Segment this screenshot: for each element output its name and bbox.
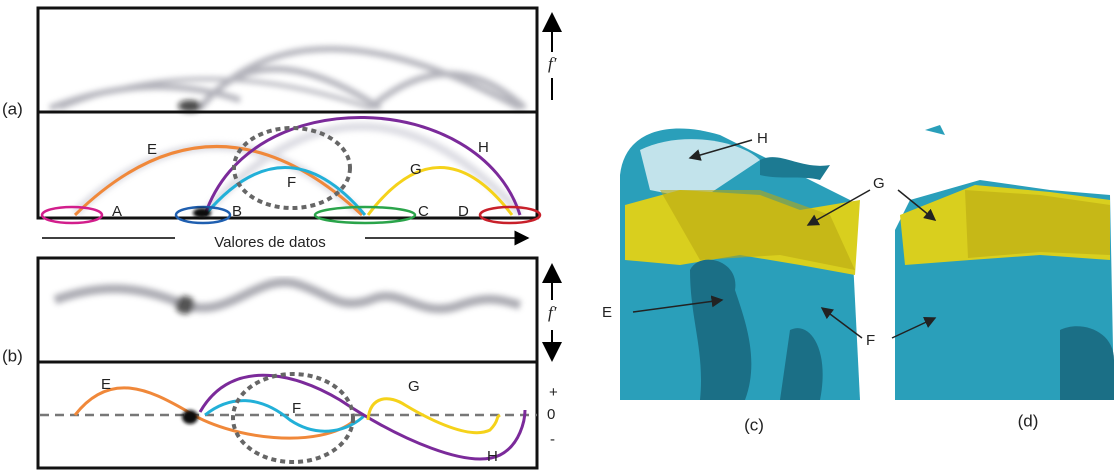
panel-a-top-frame bbox=[38, 8, 537, 112]
label: D bbox=[458, 203, 469, 220]
panel-label: (d) bbox=[1018, 411, 1039, 430]
panel-b-top-frame bbox=[38, 258, 537, 362]
render-c bbox=[620, 128, 860, 400]
panel-a-density bbox=[50, 49, 525, 112]
panel-b-density bbox=[55, 282, 520, 314]
label: A bbox=[112, 203, 122, 220]
label: E bbox=[101, 376, 111, 393]
label: H bbox=[478, 139, 489, 156]
label: B bbox=[232, 203, 242, 220]
label: F bbox=[292, 400, 301, 417]
panel-label: (c) bbox=[744, 415, 764, 434]
panel-label: (a) bbox=[2, 99, 23, 118]
annotation: F bbox=[866, 332, 875, 349]
ellipse-d bbox=[480, 207, 540, 223]
label: F bbox=[287, 174, 296, 191]
annotation: E bbox=[602, 304, 612, 321]
label: H bbox=[487, 448, 498, 465]
label: E bbox=[147, 141, 157, 158]
label: C bbox=[418, 203, 429, 220]
render-d bbox=[895, 125, 1114, 400]
label: G bbox=[408, 378, 420, 395]
panel-label: (b) bbox=[2, 346, 23, 365]
figure: E F G H A B C D (a) f′ Valores de datos … bbox=[0, 0, 1114, 470]
sign-label: - bbox=[550, 431, 555, 448]
dashed-region bbox=[233, 374, 353, 462]
annotation: H bbox=[757, 130, 768, 147]
blob bbox=[182, 410, 198, 424]
x-axis-label: Valores de datos bbox=[214, 234, 325, 251]
axis-label: f′ bbox=[548, 54, 557, 73]
blob bbox=[193, 208, 211, 218]
ellipse-a bbox=[42, 207, 102, 223]
axis-label: f′ bbox=[548, 303, 557, 322]
label: G bbox=[410, 161, 422, 178]
annotation: G bbox=[873, 175, 885, 192]
sign-label: + bbox=[549, 384, 558, 401]
sign-label: 0 bbox=[547, 406, 555, 423]
